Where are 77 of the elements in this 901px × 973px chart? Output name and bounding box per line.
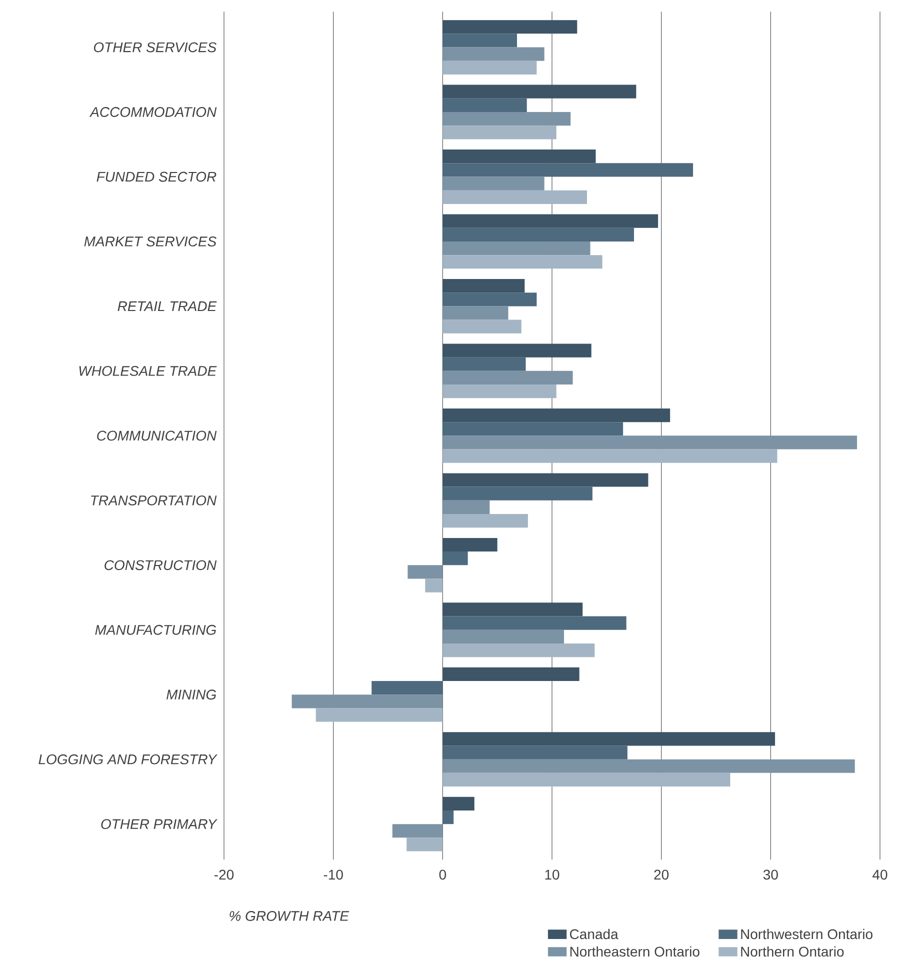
bar bbox=[442, 176, 544, 190]
bar bbox=[442, 60, 537, 74]
bar bbox=[442, 552, 468, 566]
y-tick-label: RETAIL TRADE bbox=[118, 301, 217, 312]
y-tick-label: ACCOMMODATION bbox=[89, 107, 217, 117]
legend-label: Northeastern Ontario bbox=[570, 946, 700, 957]
bar bbox=[442, 500, 490, 514]
bar bbox=[442, 20, 578, 34]
bar bbox=[442, 643, 595, 658]
bar bbox=[442, 214, 658, 228]
x-tick-label: -10 bbox=[324, 870, 343, 880]
bar bbox=[442, 84, 636, 98]
bar bbox=[442, 514, 528, 528]
y-tick-label: MANUFACTURING bbox=[95, 624, 216, 635]
bar bbox=[442, 732, 776, 746]
bar bbox=[442, 422, 624, 436]
bar bbox=[292, 694, 443, 708]
bar bbox=[392, 824, 443, 838]
bar bbox=[442, 538, 498, 552]
bar bbox=[442, 370, 573, 385]
bar bbox=[425, 578, 443, 592]
bar bbox=[442, 47, 544, 61]
y-tick-label: WHOLESALE TRADE bbox=[79, 366, 217, 376]
bar bbox=[442, 126, 556, 140]
bar bbox=[442, 759, 855, 773]
bar bbox=[442, 190, 587, 204]
bar bbox=[442, 436, 858, 450]
bar bbox=[442, 98, 527, 112]
bar bbox=[442, 292, 537, 306]
bar bbox=[442, 630, 564, 644]
y-tick-label: MINING bbox=[166, 690, 216, 700]
bar bbox=[442, 344, 592, 358]
y-tick-label: COMMUNICATION bbox=[97, 430, 217, 441]
bar bbox=[442, 255, 602, 269]
bar bbox=[442, 112, 571, 126]
x-tick-label: -20 bbox=[214, 870, 234, 880]
y-tick-label: OTHER PRIMARY bbox=[101, 819, 218, 830]
bar bbox=[442, 228, 634, 242]
y-tick-label: MARKET SERVICES bbox=[84, 236, 216, 246]
bar bbox=[442, 34, 518, 48]
bar bbox=[442, 163, 694, 177]
x-tick-label: 20 bbox=[654, 870, 669, 880]
bar bbox=[442, 667, 580, 682]
bar bbox=[442, 602, 583, 616]
y-tick-label: LOGGING AND FORESTRY bbox=[38, 754, 218, 764]
legend-label: Canada bbox=[570, 928, 618, 940]
bar bbox=[442, 408, 670, 422]
bar bbox=[442, 616, 626, 630]
legend-label: Northwestern Ontario bbox=[741, 928, 872, 940]
x-tick-label: 30 bbox=[763, 870, 778, 880]
x-tick-label: 10 bbox=[545, 870, 560, 880]
bar bbox=[442, 449, 778, 463]
bar bbox=[442, 320, 522, 334]
bar bbox=[442, 306, 508, 320]
bar bbox=[442, 746, 628, 760]
x-tick-label: 0 bbox=[439, 870, 446, 880]
bar bbox=[442, 810, 454, 824]
bar bbox=[408, 565, 443, 579]
bar bbox=[372, 681, 443, 695]
bar bbox=[442, 473, 648, 487]
y-tick-label: OTHER SERVICES bbox=[94, 42, 216, 52]
bar bbox=[442, 486, 592, 500]
bar bbox=[442, 279, 525, 293]
legend-label: Northern Ontario bbox=[741, 946, 844, 957]
y-tick-label: TRANSPORTATION bbox=[91, 495, 217, 506]
bar bbox=[316, 708, 443, 722]
bar bbox=[442, 150, 596, 164]
y-tick-label: FUNDED SECTOR bbox=[96, 172, 216, 182]
bar bbox=[442, 241, 590, 256]
x-tick-label: 40 bbox=[872, 870, 888, 880]
y-tick-label: CONSTRUCTION bbox=[104, 560, 217, 570]
bar bbox=[442, 357, 526, 371]
bar bbox=[442, 796, 474, 810]
bar bbox=[442, 772, 730, 787]
bar bbox=[442, 384, 556, 398]
bar bbox=[406, 838, 443, 852]
x-axis-title: % GROWTH RATE bbox=[230, 911, 350, 921]
